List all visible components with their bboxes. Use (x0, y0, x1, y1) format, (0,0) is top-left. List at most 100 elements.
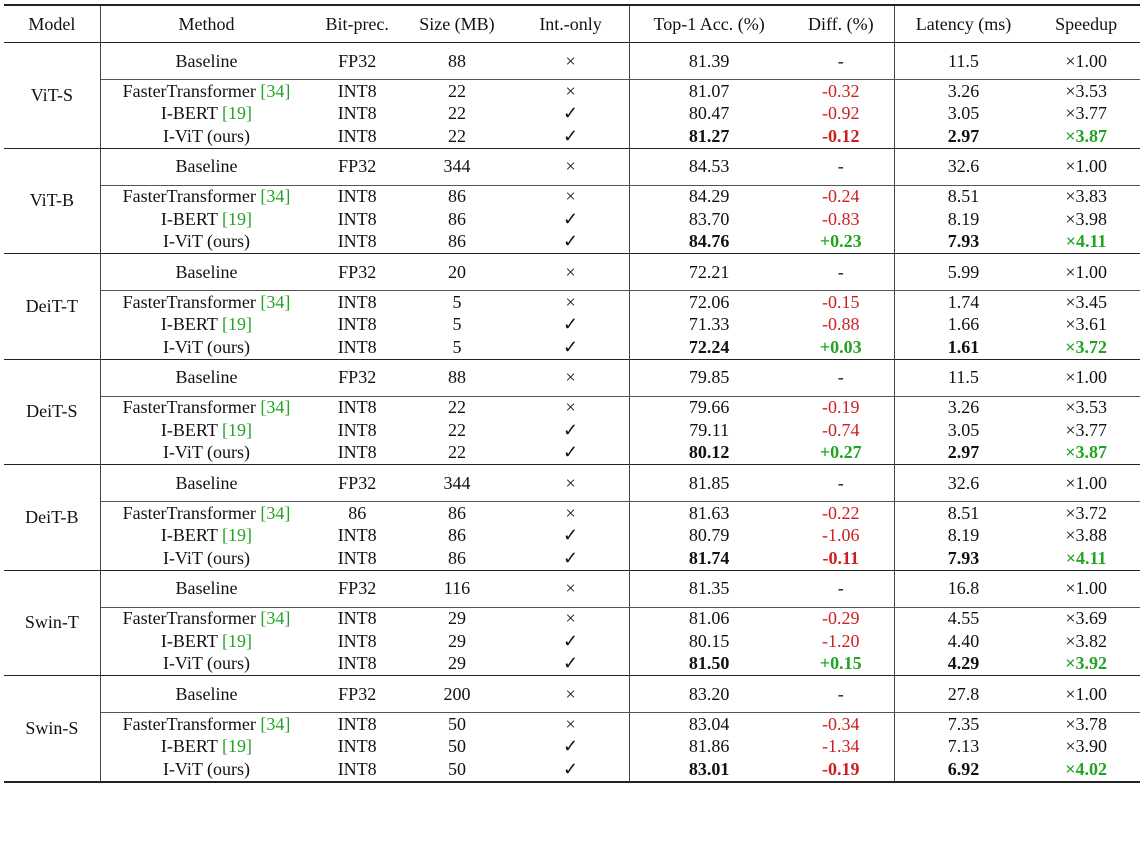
method-cell: I-BERT [19] (99, 735, 313, 758)
speedup-cell: ×1.00 (1032, 570, 1140, 608)
diff-cell: -0.32 (787, 79, 895, 103)
latency-cell: 5.99 (894, 253, 1033, 291)
int-only-cell: × (511, 290, 631, 314)
diff-cell: - (787, 42, 895, 80)
int-only-cell: × (511, 79, 631, 103)
accuracy-cell: 80.12 (688, 442, 730, 463)
speedup-cell: ×3.69 (1065, 608, 1107, 629)
citation-link[interactable]: [19] (222, 208, 253, 229)
diff-cell: +0.27 (787, 441, 895, 465)
latency-cell: 27.8 (894, 675, 1033, 713)
latency-cell: 3.26 (947, 397, 980, 418)
citation-link[interactable]: [19] (222, 630, 253, 651)
int-only-cell: × (511, 396, 631, 419)
citation-link[interactable]: [19] (222, 314, 253, 335)
speedup-cell: ×3.77 (1065, 103, 1107, 124)
int-only-cell: ✓ (511, 419, 631, 442)
size-cell: 22 (447, 442, 466, 463)
diff-cell: -0.83 (787, 208, 895, 231)
bit-cell: INT8 (337, 630, 377, 651)
method-name: I-BERT (160, 525, 223, 546)
citation-link[interactable]: [34] (260, 502, 291, 523)
method-name: I-BERT (160, 630, 223, 651)
int-only-cell: ✓ (511, 547, 631, 570)
bit-cell: INT8 (337, 608, 377, 629)
diff-cell: - (787, 359, 895, 397)
size-cell: 5 (452, 336, 462, 357)
speedup-cell: ×1.00 (1032, 253, 1140, 291)
size-cell: 88 (402, 42, 512, 80)
citation-link[interactable]: [19] (222, 103, 253, 124)
size-cell: 86 (447, 231, 466, 252)
diff-cell: -0.34 (787, 712, 895, 736)
bit-cell: INT8 (337, 758, 377, 779)
model-group: Swin-T Baseline FP32 116 × 81.35-16.8 ×1.00 Fas… (4, 570, 1140, 676)
size-cell: 86 (447, 186, 466, 207)
size-cell: 86 (447, 547, 466, 568)
citation-link[interactable]: [19] (222, 736, 253, 757)
method-cell: Baseline (99, 253, 313, 291)
int-only-cell: ✓ (511, 524, 631, 547)
method-row: I-BERT [19] INT8 50 ✓ 81.86 -1.34 7.13 ×3.90 (4, 735, 1140, 758)
results-table: Model Method Bit-prec. Size (MB) Int.-on… (4, 4, 1140, 783)
method-cell: I-ViT (ours) (99, 758, 313, 782)
accuracy-cell: 83.04 (688, 713, 730, 734)
method-name: FasterTransformer (122, 608, 261, 629)
latency-cell: 11.5 (894, 359, 1033, 397)
latency-cell: 3.26 (947, 80, 980, 101)
speedup-cell: ×3.92 (1065, 653, 1108, 674)
size-cell: 5 (452, 291, 462, 312)
bit-cell: INT8 (337, 525, 377, 546)
accuracy-cell: 80.15 (688, 630, 730, 651)
accuracy-cell: 81.39 (629, 42, 788, 80)
bit-cell: INT8 (337, 291, 377, 312)
citation-link[interactable]: [34] (260, 608, 291, 629)
accuracy-cell: 83.20 (629, 675, 788, 713)
citation-link[interactable]: [19] (222, 525, 253, 546)
diff-cell: -0.12 (787, 125, 895, 148)
method-name: I-ViT (ours) (162, 547, 251, 568)
header-int-only: Int.-only (511, 5, 631, 43)
method-row: I-ViT (ours) INT8 22 ✓ 80.12 +0.27 2.97 ×3.87 (4, 441, 1140, 465)
int-only-cell: × (511, 570, 631, 608)
size-cell: 50 (447, 713, 466, 734)
accuracy-cell: 71.33 (688, 314, 730, 335)
model-group: ViT-B Baseline FP32 344 × 84.53-32.6 ×1.00 Fast… (4, 148, 1140, 254)
method-row: I-ViT (ours) INT8 50 ✓ 83.01 -0.19 6.92 ×4.02 (4, 758, 1140, 782)
method-name: I-BERT (160, 314, 223, 335)
diff-cell: - (787, 675, 895, 713)
latency-cell: 7.93 (947, 231, 980, 252)
diff-cell: - (787, 253, 895, 291)
speedup-cell: ×4.02 (1065, 758, 1108, 779)
method-row: I-BERT [19] INT8 86 ✓ 83.70 -0.83 8.19 ×3.98 (4, 208, 1140, 231)
method-cell: FasterTransformer [34] (99, 290, 313, 314)
size-cell: 50 (447, 758, 466, 779)
citation-link[interactable]: [34] (260, 713, 291, 734)
bit-cell: FP32 (312, 253, 403, 291)
latency-cell: 8.19 (947, 525, 980, 546)
bit-cell: INT8 (337, 442, 377, 463)
accuracy-cell: 81.85 (629, 464, 788, 502)
speedup-cell: ×1.00 (1032, 148, 1140, 186)
latency-cell: 32.6 (894, 148, 1033, 186)
bit-cell: 86 (348, 502, 367, 523)
bit-cell: FP32 (312, 570, 403, 608)
int-only-cell: × (511, 148, 631, 186)
diff-cell: - (787, 148, 895, 186)
accuracy-cell: 83.01 (688, 758, 730, 779)
method-cell: Baseline (99, 42, 313, 80)
diff-cell: -0.19 (787, 758, 895, 782)
citation-link[interactable]: [34] (260, 397, 291, 418)
citation-link[interactable]: [19] (222, 419, 253, 440)
citation-link[interactable]: [34] (260, 291, 291, 312)
accuracy-cell: 72.21 (629, 253, 788, 291)
accuracy-cell: 81.63 (688, 502, 730, 523)
method-name: FasterTransformer (122, 291, 261, 312)
citation-link[interactable]: [34] (260, 80, 291, 101)
citation-link[interactable]: [34] (260, 186, 291, 207)
int-only-cell: × (511, 359, 631, 397)
bit-cell: FP32 (312, 464, 403, 502)
diff-cell: - (787, 464, 895, 502)
method-cell: I-BERT [19] (99, 630, 313, 653)
speedup-cell: ×1.00 (1032, 675, 1140, 713)
